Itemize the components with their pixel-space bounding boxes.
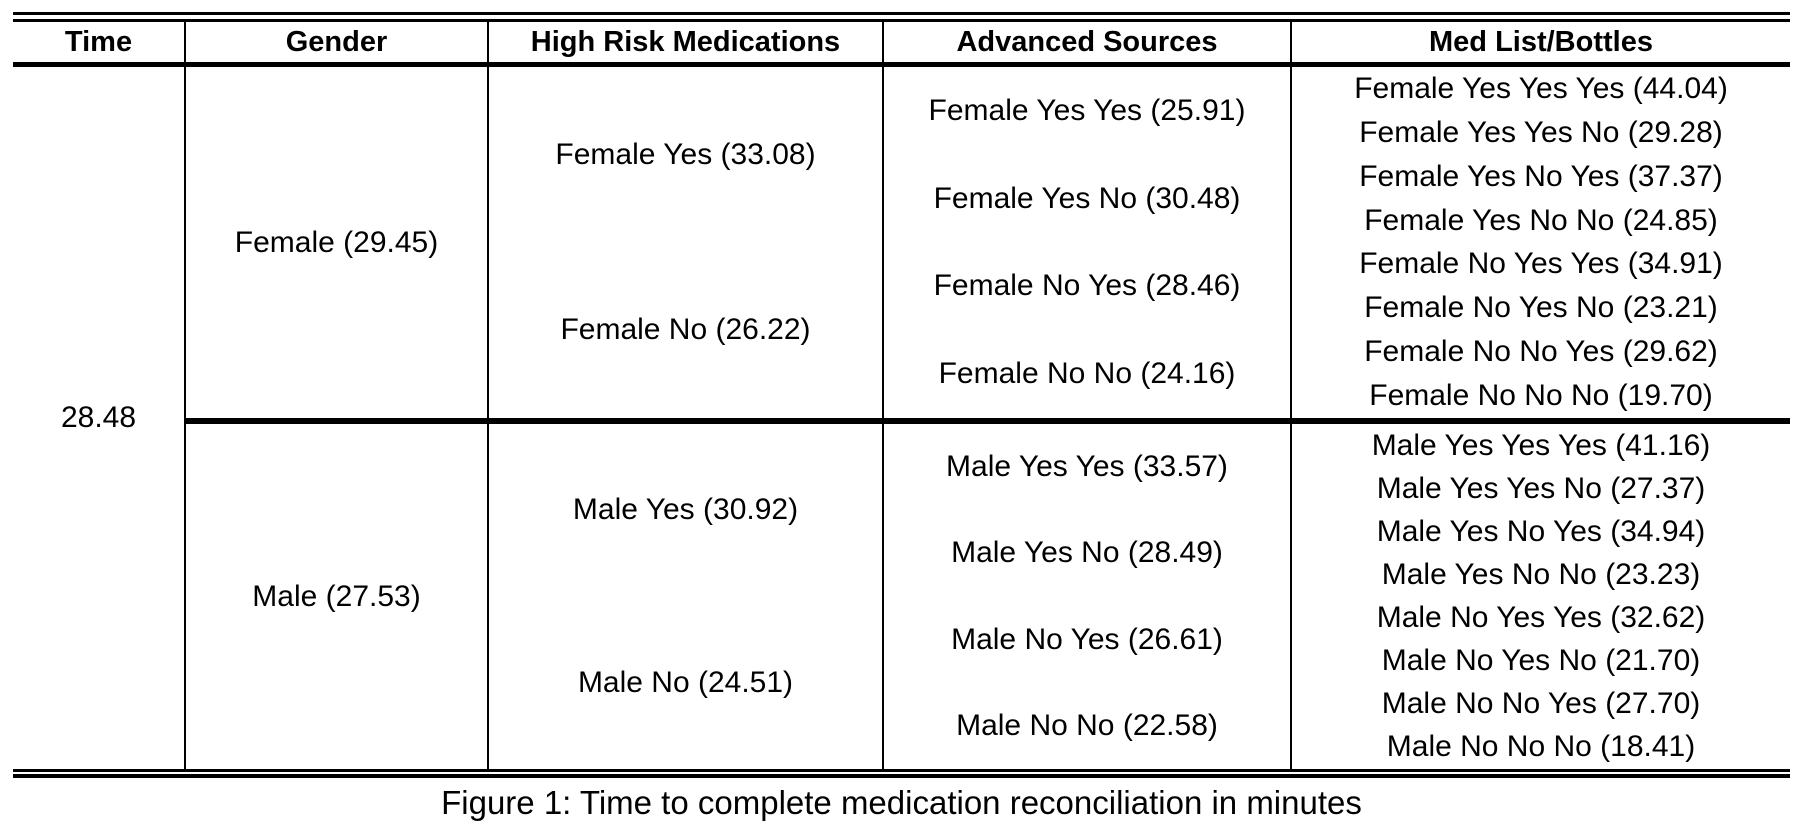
advanced-sources-cell-male: Male Yes Yes (33.57) Male Yes No (28.49)…: [882, 424, 1290, 769]
female-group-row: Female (29.45) Female Yes (33.08) Female…: [184, 67, 1790, 418]
med-list-item: Female Yes No Yes (37.37): [1359, 159, 1723, 193]
med-list-item: Male Yes No No (23.23): [1381, 557, 1701, 591]
advanced-sources-item: Male No Yes (26.61): [951, 622, 1223, 656]
med-list-item: Female No No No (19.70): [1369, 379, 1713, 413]
advanced-sources-item: Male No No (22.58): [956, 708, 1218, 742]
med-list-item: Female No Yes No (23.21): [1364, 291, 1718, 325]
header-separator-rule: [13, 62, 1790, 67]
col-header-advanced: Advanced Sources: [882, 22, 1290, 62]
med-list-cell-male: Male Yes Yes Yes (41.16) Male Yes Yes No…: [1290, 424, 1790, 769]
advanced-sources-item: Male Yes Yes (33.57): [946, 450, 1228, 484]
med-list-item: Female No No Yes (29.62): [1364, 335, 1718, 369]
table-body: 28.48 Female (29.45) Female Yes (33.08) …: [13, 67, 1790, 769]
col-header-time: Time: [64, 25, 133, 58]
gender-label-female: Female (29.45): [234, 225, 439, 259]
med-list-cell-female: Female Yes Yes Yes (44.04) Female Yes Ye…: [1290, 67, 1790, 418]
med-list-item: Female Yes Yes Yes (44.04): [1354, 71, 1728, 105]
med-list-item: Female No Yes Yes (34.91): [1359, 247, 1723, 281]
high-risk-item: Female No (26.22): [560, 313, 811, 347]
figure-caption: Figure 1: Time to complete medication re…: [441, 784, 1362, 821]
advanced-sources-item: Female No No (24.16): [938, 357, 1236, 391]
advanced-sources-item: Female Yes No (30.48): [933, 181, 1241, 215]
col-header-gender: Gender: [184, 22, 487, 62]
table-top-double-rule: [13, 12, 1790, 22]
table-header-row: Time Gender High Risk Medications Advanc…: [13, 22, 1790, 62]
medication-reconciliation-table: Time Gender High Risk Medications Advanc…: [13, 12, 1790, 822]
high-risk-item: Male Yes (30.92): [572, 493, 799, 527]
med-list-item: Male No No No (18.41): [1386, 730, 1696, 764]
time-value-cell: 28.48: [60, 401, 137, 434]
gender-cell-male: Male (27.53): [184, 424, 487, 769]
high-risk-item: Male No (24.51): [577, 665, 794, 699]
table-main-area: Female (29.45) Female Yes (33.08) Female…: [184, 67, 1790, 769]
gender-cell-female: Female (29.45): [184, 67, 487, 418]
table-bottom-double-rule: [13, 769, 1790, 778]
high-risk-item: Female Yes (33.08): [555, 137, 816, 171]
med-list-item: Male No Yes No (21.70): [1381, 644, 1701, 678]
female-male-separator-rule: [184, 418, 1790, 424]
advanced-sources-cell-female: Female Yes Yes (25.91) Female Yes No (30…: [882, 67, 1290, 418]
high-risk-cell-female: Female Yes (33.08) Female No (26.22): [487, 67, 882, 418]
med-list-item: Male Yes No Yes (34.94): [1376, 514, 1706, 548]
advanced-sources-item: Female Yes Yes (25.91): [928, 93, 1246, 127]
col-header-med-list: Med List/Bottles: [1290, 22, 1790, 62]
high-risk-cell-male: Male Yes (30.92) Male No (24.51): [487, 424, 882, 769]
advanced-sources-item: Female No Yes (28.46): [933, 269, 1241, 303]
gender-label-male: Male (27.53): [252, 579, 421, 613]
med-list-item: Male Yes Yes Yes (41.16): [1371, 428, 1711, 462]
med-list-item: Male No No Yes (27.70): [1381, 687, 1701, 721]
med-list-item: Male Yes Yes No (27.37): [1376, 471, 1706, 505]
male-group-row: Male (27.53) Male Yes (30.92) Male No (2…: [184, 424, 1790, 769]
med-list-item: Female Yes Yes No (29.28): [1359, 115, 1723, 149]
advanced-sources-item: Male Yes No (28.49): [951, 536, 1223, 570]
med-list-item: Male No Yes Yes (32.62): [1376, 601, 1706, 635]
col-header-high-risk: High Risk Medications: [487, 22, 882, 62]
med-list-item: Female Yes No No (24.85): [1364, 203, 1718, 237]
